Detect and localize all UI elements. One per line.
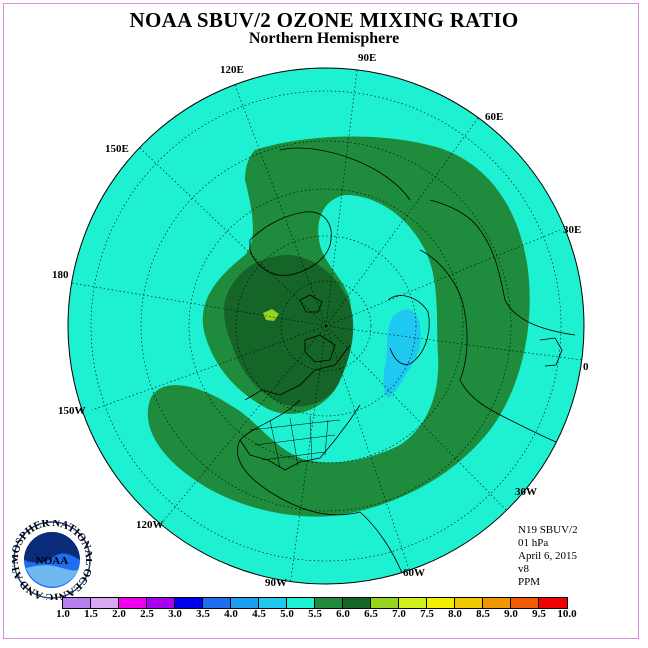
colorbar-swatch (63, 598, 91, 608)
lon-label-120w: 120W (136, 519, 164, 531)
colorbar-swatch (147, 598, 175, 608)
contour-band-4-5 (383, 309, 421, 398)
meridians (71, 69, 583, 584)
colorbar-swatch (119, 598, 147, 608)
colorbar-label: 5.5 (308, 608, 322, 620)
colorbar-label: 6.5 (364, 608, 378, 620)
lon-label-30e: 30E (563, 224, 581, 236)
logo-text: NOAA (36, 555, 68, 567)
colorbar-label: 4.5 (252, 608, 266, 620)
colorbar-swatch (231, 598, 259, 608)
colorbar-swatch (203, 598, 231, 608)
map-title: NOAA SBUV/2 OZONE MIXING RATIO (129, 8, 519, 32)
colorbar-swatch (511, 598, 539, 608)
info-units: PPM (518, 576, 541, 588)
colorbar-swatch (315, 598, 343, 608)
lon-label-0: 0 (583, 361, 589, 373)
colorbar-swatch (91, 598, 119, 608)
colorbar-label: 9.5 (532, 608, 546, 620)
colorbar-swatch (175, 598, 203, 608)
lon-label-120e: 120E (220, 64, 244, 76)
colorbar-swatch (539, 598, 567, 608)
colorbar-label: 2.5 (140, 608, 154, 620)
info-panel: N19 SBUV/2 01 hPa April 6, 2015 v8 PPM (518, 524, 578, 589)
colorbar-label: 7.0 (392, 608, 406, 620)
colorbar-label: 8.5 (476, 608, 490, 620)
colorbar-label: 4.0 (224, 608, 238, 620)
info-date: April 6, 2015 (518, 550, 577, 562)
colorbar-label: 7.5 (420, 608, 434, 620)
colorbar-label: 2.0 (112, 608, 126, 620)
colorbar-swatch (427, 598, 455, 608)
info-version: v8 (518, 563, 529, 575)
lon-label-90w: 90W (265, 577, 287, 589)
lon-label-150w: 150W (58, 405, 86, 417)
colorbar-swatch (455, 598, 483, 608)
colorbar-label: 5.0 (280, 608, 294, 620)
colorbar-label: 8.0 (448, 608, 462, 620)
colorbar-swatch (287, 598, 315, 608)
colorbar-swatch (343, 598, 371, 608)
lon-label-180: 180 (52, 269, 69, 281)
colorbar (62, 597, 568, 609)
colorbar-label: 1.0 (56, 608, 70, 620)
noaa-logo: NOAA NATIONAL OCEANIC AND ATMOSPHERIC AD… (12, 520, 92, 600)
lon-label-90e: 90E (358, 52, 376, 64)
colorbar-swatch (371, 598, 399, 608)
plot-frame (3, 3, 639, 639)
coastlines (237, 147, 576, 581)
lon-label-60w: 60W (403, 567, 425, 579)
info-level: 01 hPa (518, 537, 549, 549)
globe-outline (67, 67, 585, 585)
map-subtitle: Northern Hemisphere (248, 30, 400, 47)
contour-band-6-5 (263, 309, 279, 321)
colorbar-swatch (399, 598, 427, 608)
colorbar-label: 3.0 (168, 608, 182, 620)
colorbar-swatch (483, 598, 511, 608)
lon-label-30w: 30W (515, 486, 537, 498)
colorbar-label: 3.5 (196, 608, 210, 620)
lon-label-150e: 150E (105, 143, 129, 155)
colorbar-labels: 1.0 1.5 2.0 2.5 3.0 3.5 4.0 4.5 5.0 5.5 6.0 6.5 7.0 7… (0, 608, 648, 622)
colorbar-label: 10.0 (557, 608, 577, 620)
latitude-circles (90, 90, 562, 562)
colorbar-swatch (259, 598, 287, 608)
colorbar-label: 9.0 (504, 608, 518, 620)
info-satellite: N19 SBUV/2 (518, 524, 578, 536)
colorbar-label: 6.0 (336, 608, 350, 620)
colorbar-label: 1.5 (84, 608, 98, 620)
us-state-lines (249, 415, 341, 469)
lon-label-60e: 60E (485, 111, 503, 123)
